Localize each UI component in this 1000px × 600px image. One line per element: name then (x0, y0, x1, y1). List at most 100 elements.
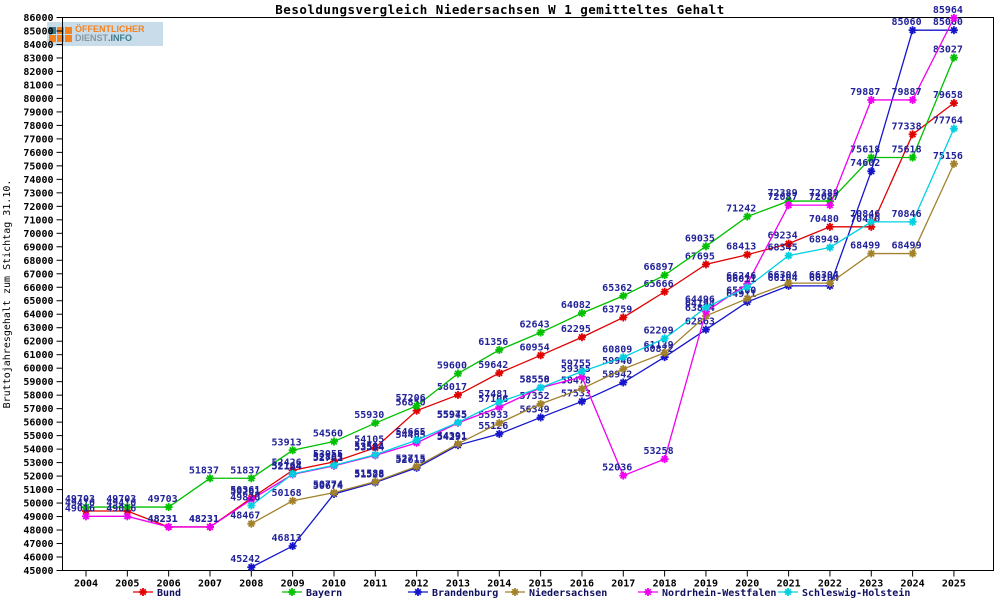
point-label: 52715 (396, 453, 426, 464)
y-tick-label: 74000 (23, 175, 53, 186)
point-label: 64194 (685, 299, 715, 310)
data-point-marker (660, 334, 669, 343)
y-tick-label: 49000 (23, 512, 53, 523)
plot-frame (62, 17, 994, 571)
y-tick-label: 65000 (23, 296, 53, 307)
point-label: 69234 (768, 231, 798, 242)
data-point-marker (660, 455, 669, 464)
point-label: 83027 (933, 45, 963, 56)
data-point-marker (288, 469, 297, 478)
series-line-schleswig-holstein (250, 128, 955, 507)
data-point-marker (329, 461, 338, 470)
series-line-brandenburg (251, 29, 954, 568)
point-label: 75618 (850, 145, 880, 156)
y-tick-label: 55000 (23, 431, 53, 442)
y-tick-label: 85000 (23, 26, 53, 37)
series-line-niedersachsen (251, 163, 955, 525)
data-point-marker (371, 419, 380, 428)
data-point-marker (908, 249, 917, 258)
point-label: 66897 (644, 262, 674, 273)
data-point-marker (660, 271, 669, 280)
point-label: 69035 (685, 233, 715, 244)
y-tick-label: 46000 (23, 553, 53, 564)
x-tick-label: 2010 (322, 579, 346, 590)
point-label: 60954 (520, 342, 550, 353)
chart-title: Besoldungsvergleich Niedersachsen W 1 ge… (275, 2, 725, 17)
point-label: 77764 (933, 116, 963, 127)
point-label: 54465 (396, 430, 426, 441)
point-label: 48231 (189, 514, 219, 525)
point-label: 53584 (354, 442, 384, 453)
point-label: 58017 (437, 382, 467, 393)
legend-item-nordrhein-westfalen: Nordrhein-Westfalen (638, 587, 776, 599)
oeffentlicher-dienst-logo[interactable]: ÖFFENTLICHER DIENST.INFO (47, 22, 163, 46)
point-label: 51837 (189, 465, 219, 476)
point-label: 66304 (809, 270, 839, 281)
point-label: 68413 (726, 242, 756, 253)
y-tick-label: 51000 (23, 485, 53, 496)
y-tick-label: 75000 (23, 161, 53, 172)
data-point-marker (247, 501, 256, 510)
legend-item-schleswig-holstein: Schleswig-Holstein (778, 587, 910, 599)
legend-marker-nordrhein-westfalen (644, 588, 652, 596)
data-point-marker (784, 239, 793, 248)
data-point-marker (82, 503, 90, 512)
data-point-marker (495, 369, 504, 378)
data-point-marker (247, 563, 256, 572)
data-point-marker (743, 283, 752, 292)
data-point-marker (164, 503, 173, 512)
point-label: 54665 (396, 427, 426, 438)
point-label: 66104 (809, 273, 839, 284)
x-tick-label: 2013 (446, 579, 470, 590)
data-point-marker (495, 398, 504, 407)
point-label: 66011 (726, 274, 756, 285)
data-point-marker (619, 364, 628, 373)
x-tick-label: 2020 (735, 579, 759, 590)
point-label: 79887 (850, 87, 880, 98)
y-tick-label: 67000 (23, 269, 53, 280)
point-label: 49016 (65, 503, 95, 514)
y-tick-label: 64000 (23, 310, 53, 321)
legend-label-nordrhein-westfalen: Nordrhein-Westfalen (662, 587, 776, 599)
data-point-marker (908, 26, 917, 35)
x-tick-label: 2024 (901, 579, 925, 590)
y-tick-label: 61000 (23, 350, 53, 361)
point-label: 57533 (561, 388, 591, 399)
data-point-marker (371, 477, 380, 486)
data-point-marker (867, 217, 876, 226)
point-label: 66246 (726, 271, 756, 282)
legend-label-bayern: Bayern (306, 588, 342, 599)
data-point-marker (536, 399, 545, 408)
x-tick-label: 2009 (281, 579, 305, 590)
legend-marker-niedersachsen (511, 588, 519, 596)
legend-marker-brandenburg (414, 588, 422, 596)
data-point-marker (247, 519, 256, 528)
y-tick-label: 66000 (23, 283, 53, 294)
data-point-marker (577, 397, 586, 406)
data-point-marker (619, 291, 628, 300)
point-label: 85964 (933, 5, 963, 16)
y-tick-label: 57000 (23, 404, 53, 415)
data-point-marker (949, 26, 958, 35)
point-label: 51837 (230, 465, 260, 476)
data-point-marker (825, 201, 834, 210)
data-point-marker (536, 383, 545, 392)
data-point-marker (205, 474, 214, 483)
point-label: 52426 (272, 457, 302, 468)
point-label: 59642 (478, 360, 508, 371)
data-point-marker (619, 471, 628, 480)
point-label: 65362 (602, 283, 632, 294)
point-label: 72087 (768, 192, 798, 203)
point-label: 71242 (726, 204, 756, 215)
point-label: 50674 (313, 481, 343, 492)
data-point-marker (453, 390, 462, 399)
data-point-marker (412, 462, 421, 471)
data-point-marker (82, 512, 90, 521)
data-point-marker (701, 260, 710, 269)
legend-marker-bund (139, 588, 147, 596)
data-point-marker (371, 443, 380, 452)
series-brandenburg: 4524246813506745152852615542915512656349… (230, 17, 963, 572)
point-label: 54560 (313, 429, 343, 440)
data-point-marker (536, 351, 545, 360)
data-point-marker (949, 124, 958, 133)
